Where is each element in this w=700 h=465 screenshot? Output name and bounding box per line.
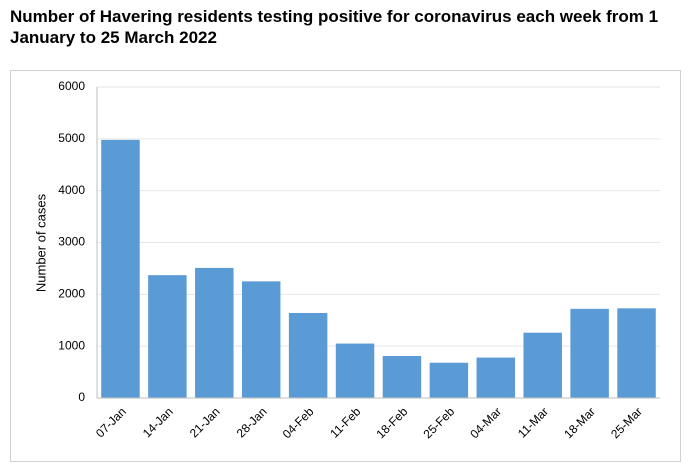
x-tick-label: 25-Mar [608,404,645,441]
bar [148,275,187,398]
y-tick-label: 6000 [58,79,85,93]
y-tick-label: 0 [78,390,85,404]
x-tick-label: 18-Mar [561,404,598,441]
chart-frame [10,70,681,462]
bar [429,362,469,398]
bar [382,356,422,398]
bar [241,281,281,398]
bar [617,308,656,398]
bar [476,357,516,398]
bar [101,139,140,398]
x-tick-label: 25-Feb [420,404,457,441]
y-tick-label: 5000 [58,131,85,145]
bar [288,312,328,398]
x-tick-label: 28-Jan [234,404,270,440]
x-tick-label: 11-Feb [327,404,363,440]
bar [195,267,234,398]
x-tick-label: 21-Jan [187,404,223,440]
bar [570,308,609,398]
x-tick-label: 04-Feb [280,404,317,441]
bar [523,332,562,398]
x-tick-label: 18-Feb [374,404,411,441]
x-tick-label: 04-Mar [467,404,504,441]
x-tick-label: 11-Mar [515,404,551,440]
y-axis-label: Number of cases [33,193,48,292]
bar [335,343,375,398]
x-tick-label: 07-Jan [93,404,129,440]
y-tick-label: 2000 [58,287,85,301]
x-tick-label: 14-Jan [140,404,176,440]
y-tick-label: 1000 [58,338,85,352]
chart-title: Number of Havering residents testing pos… [10,7,659,47]
y-tick-label: 3000 [58,235,85,249]
y-tick-label: 4000 [58,183,85,197]
